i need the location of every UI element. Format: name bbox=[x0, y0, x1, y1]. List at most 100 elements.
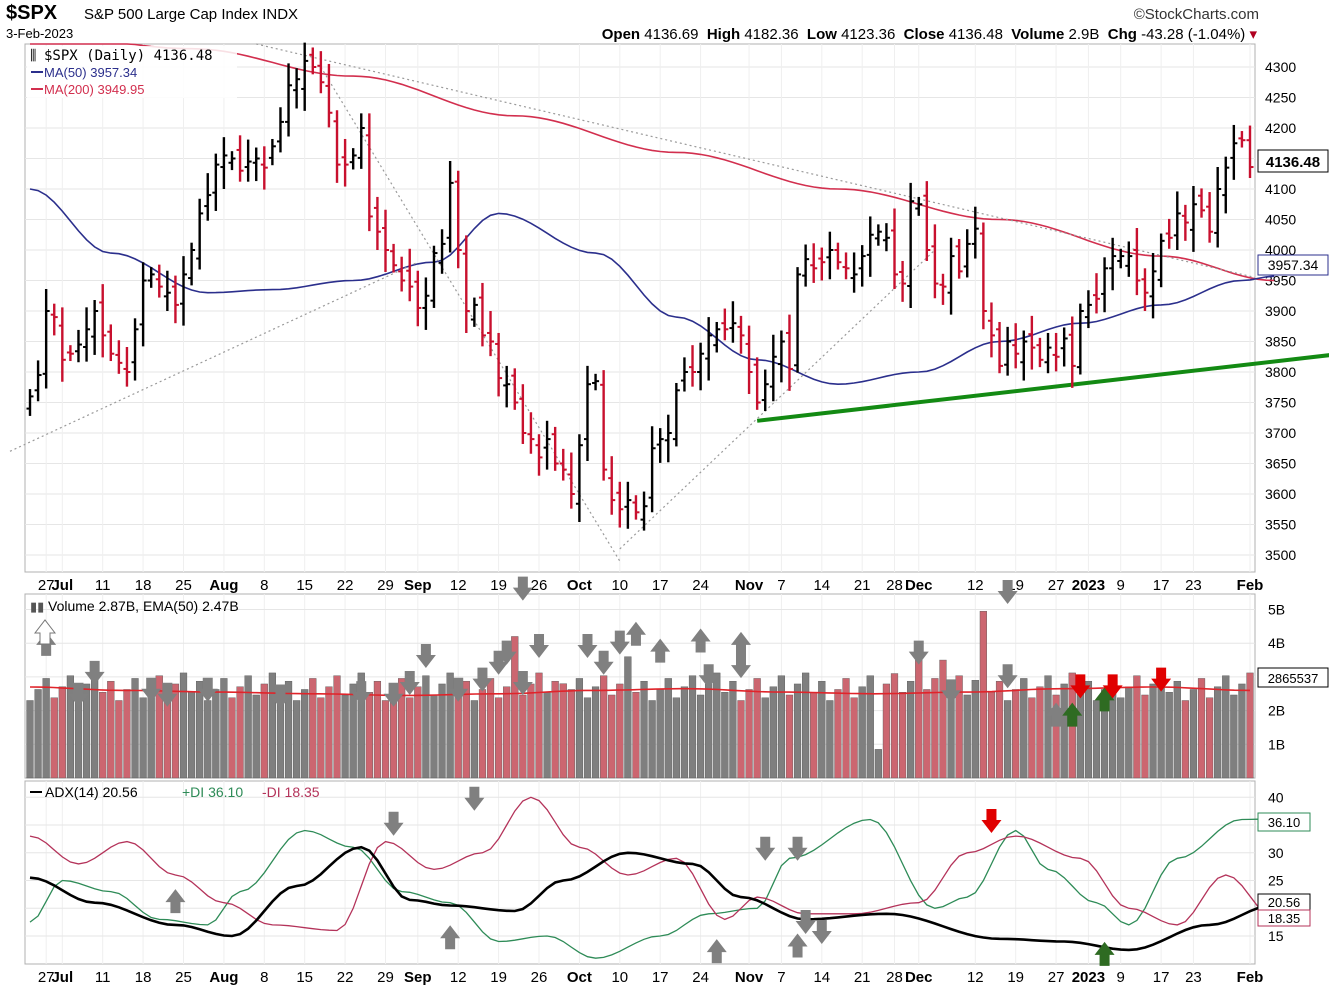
volume-bar bbox=[575, 678, 584, 779]
ohlc-bar bbox=[180, 256, 188, 326]
ohlc-bar bbox=[632, 495, 640, 520]
ohlc-bar bbox=[769, 334, 777, 402]
volume-bar bbox=[1020, 678, 1028, 779]
gray-down-arrow-icon bbox=[577, 633, 598, 658]
ohlc-bar bbox=[1149, 253, 1157, 319]
mdi-tag-box bbox=[1257, 909, 1311, 927]
ohlc-bar bbox=[107, 324, 115, 362]
adx-markers bbox=[165, 786, 1115, 966]
ohlc-bar bbox=[592, 373, 600, 391]
volume-bar bbox=[171, 683, 180, 779]
volume-legend-icon: ▮▮ bbox=[30, 599, 44, 614]
volume-bar bbox=[268, 672, 276, 779]
gray-up-arrow-icon bbox=[625, 621, 646, 646]
volume-bar bbox=[131, 678, 139, 779]
close-value: 4136.48 bbox=[948, 26, 1003, 43]
ohlc-bar bbox=[1157, 233, 1165, 288]
date-tick-label: 27 bbox=[38, 577, 55, 594]
ohlc-bar bbox=[131, 318, 139, 381]
ohlc-bar bbox=[680, 357, 688, 392]
date-tick-label: Sep bbox=[404, 969, 432, 986]
ohlc-bar bbox=[543, 420, 551, 470]
gray-down-arrow-icon bbox=[795, 910, 816, 935]
volume-legend-text: Volume 2.87B, EMA(50) 2.47B bbox=[48, 598, 239, 614]
date-tick-label: 18 bbox=[135, 969, 152, 986]
date-tick-label: 10 bbox=[611, 969, 628, 986]
date-tick-label: 11 bbox=[95, 577, 111, 594]
adx-tick-label: 15 bbox=[1268, 928, 1284, 944]
volume-bar bbox=[1060, 683, 1068, 779]
date-tick-label: Oct bbox=[567, 577, 592, 594]
volume-bar bbox=[785, 694, 794, 779]
ohlc-bar bbox=[462, 235, 470, 333]
volume-bar bbox=[672, 697, 680, 779]
date-tick-label: 10 bbox=[611, 577, 628, 594]
ohlc-bar bbox=[559, 448, 567, 481]
date-tick-label: 18 bbox=[135, 577, 152, 594]
price-tick-label: 3600 bbox=[1265, 486, 1296, 502]
date-tick-label: Sep bbox=[404, 577, 432, 594]
date-tick-label: 19 bbox=[490, 577, 507, 594]
ohlc-bar bbox=[753, 357, 761, 410]
volume-bar bbox=[648, 700, 656, 779]
gray-down-arrow-icon bbox=[755, 836, 776, 861]
volume-bar bbox=[495, 697, 503, 779]
volume-ema-line bbox=[29, 686, 1251, 697]
ohlc-bar bbox=[535, 434, 543, 476]
dotted-trend-line bbox=[619, 249, 936, 550]
ohlc-bar bbox=[697, 342, 705, 391]
volume-bar bbox=[236, 686, 244, 779]
exchange-code: INDX bbox=[262, 6, 299, 23]
volume-bar bbox=[260, 683, 268, 779]
price-bars bbox=[26, 42, 1254, 531]
ohlc-bar bbox=[58, 307, 66, 382]
gray-down-arrow-icon bbox=[472, 667, 493, 692]
volume-tick-label: 1B bbox=[1268, 736, 1285, 752]
volume-bar bbox=[583, 697, 592, 779]
volume-bar bbox=[591, 686, 600, 779]
volume-bar bbox=[196, 680, 204, 779]
ohlc-bar bbox=[1084, 290, 1092, 329]
date-tick-label: 22 bbox=[337, 969, 354, 986]
volume-bar bbox=[632, 692, 640, 779]
price-tick-label: 3900 bbox=[1265, 303, 1296, 319]
ohlc-bar bbox=[220, 137, 228, 189]
ma200-line bbox=[30, 43, 1275, 282]
legend-ma200: MA(200) 3949.95 bbox=[44, 82, 144, 97]
pdi-tag-box bbox=[1257, 812, 1311, 832]
price-tick-label: 3750 bbox=[1265, 395, 1296, 411]
ohlc-bar bbox=[648, 426, 656, 513]
volume-bar bbox=[1125, 686, 1133, 779]
ohlc-bar bbox=[1133, 228, 1141, 296]
volume-bar bbox=[1230, 694, 1238, 779]
volume-bar bbox=[1141, 694, 1149, 779]
ohlc-bar bbox=[422, 277, 430, 330]
close-label: Close bbox=[903, 26, 945, 43]
volume-bar bbox=[293, 700, 301, 779]
ohlc-bar bbox=[939, 273, 947, 305]
ohlc-bar bbox=[1028, 315, 1036, 370]
gray-down-arrow-icon bbox=[512, 576, 533, 601]
volume-bar bbox=[1052, 694, 1060, 779]
close-tag-box bbox=[1257, 149, 1329, 173]
volume-bar bbox=[882, 683, 891, 779]
ohlc-bar bbox=[511, 368, 519, 410]
ohlc-bar bbox=[794, 267, 802, 373]
ohlc-bar bbox=[745, 325, 753, 394]
ohlc-bar bbox=[987, 302, 995, 358]
date-tick-label: 2023 bbox=[1072, 969, 1105, 986]
volume-bar bbox=[139, 697, 147, 779]
volume-bar bbox=[793, 683, 802, 779]
volume-bar bbox=[527, 683, 535, 779]
ohlc-bar bbox=[478, 282, 486, 347]
gray-down-arrow-icon bbox=[529, 633, 550, 658]
volume-tag-box bbox=[1257, 667, 1329, 688]
volume-bar bbox=[664, 678, 672, 779]
ohlc-bar bbox=[705, 317, 713, 381]
volume-bar bbox=[551, 680, 559, 779]
ohlc-bar bbox=[567, 452, 575, 509]
ohlc-bar bbox=[414, 270, 422, 327]
volume-bar bbox=[979, 610, 987, 779]
green-up-arrow-icon bbox=[1094, 687, 1115, 712]
volume-bar bbox=[543, 692, 551, 779]
